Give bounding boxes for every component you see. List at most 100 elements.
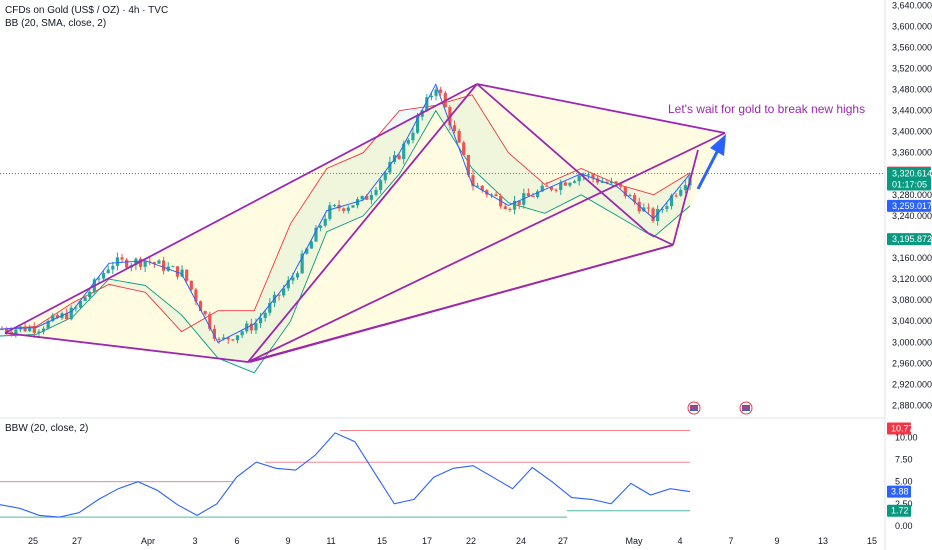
candle-body [609,181,614,184]
price-tag-label: 3,320.614 [892,168,932,178]
candle-body [231,339,235,341]
candle-body [171,266,175,268]
candle-body [577,175,581,182]
candle-body [212,328,217,339]
candle-body [503,206,507,209]
time-axis[interactable]: 25 27 Apr 3 6 9 11 15 17 22 24 27 May 4 7 9 13 15 [28,536,877,546]
bbw-tick-label: 2.50 [895,499,913,509]
price-tick-label: 2,960.000 [892,358,932,368]
candle-body [254,323,258,331]
price-tick-label: 3,360.000 [892,148,932,158]
candle-body [249,323,253,331]
candle-body [660,209,664,211]
candle-body [374,189,378,195]
candle-body [517,200,521,205]
bbw-tick-label: 5.00 [895,477,913,487]
candle-body [194,289,198,302]
bbw-pane[interactable] [0,430,691,518]
pattern-trendline [247,83,478,363]
price-tag-bg [887,233,931,246]
candle-body [425,97,429,111]
bbw-tick-label: 0.00 [895,521,913,531]
candle-body [383,172,387,181]
chart-header: CFDs on Gold (US$ / OZ) · 4h · TVC BB (2… [5,4,168,30]
time-tick-label: 25 [28,536,38,546]
candle-body [429,95,434,98]
candle-body [494,194,498,197]
candle-body [323,218,327,226]
candle-body [175,266,180,277]
candle-body [295,273,300,278]
price-tick-label: 3,400.000 [892,127,932,137]
price-tag-label: 3,195.872 [892,234,932,244]
candle-body [536,191,540,198]
time-tick-label: May [625,536,643,546]
candle-body [346,207,350,211]
candle-body [5,329,9,332]
candle-body [554,189,558,191]
candle-body [203,311,207,315]
pattern-fill-right [250,84,725,362]
candle-body [632,195,637,202]
candle-body [120,257,124,260]
time-tick-label: 13 [818,536,828,546]
candle-body [646,207,651,209]
candle-body [466,154,470,176]
price-tag-label: 3,259.017 [892,201,932,211]
candle-body [526,193,530,197]
pattern-trendline [476,83,649,234]
candle-body [656,209,660,222]
candle-body [0,329,4,331]
bbw-tick-label: 10.00 [895,432,918,442]
candle-body [162,260,166,271]
price-tag-bg [887,167,931,180]
price-tick-label: 3,600.000 [892,21,932,31]
candle-body [679,189,683,196]
candle-body [78,300,83,308]
pattern-fill-left [5,84,477,362]
candle-body [683,185,687,190]
candle-body [263,312,267,319]
candle-body [51,315,55,321]
candle-body [489,194,494,196]
symbol-title[interactable]: CFDs on Gold (US$ / OZ) · 4h · TVC [5,5,169,16]
time-tick-label: 15 [377,536,387,546]
time-tick-label: 17 [422,536,432,546]
us-flag-event-icon[interactable] [687,401,701,415]
price-tick-label: 2,880.000 [892,400,932,410]
time-tick-label: 9 [285,536,290,546]
candle-body [637,201,641,212]
bbw-legend[interactable]: BBW (20, close, 2) [5,423,89,434]
candle-body [379,180,383,190]
candle-body [300,253,304,274]
candle-body [286,280,290,289]
price-axis[interactable]: 3,640.000 3,600.000 3,560.000 3,520.000 3,48… [884,0,932,550]
time-tick-label: 4 [677,536,682,546]
bb-basis-line [0,83,691,343]
candle-body [545,185,549,187]
time-tick-label: Apr [141,536,155,546]
time-tick-label: 15 [867,536,877,546]
candle-body [332,204,337,206]
candle-body [106,269,110,274]
candle-body [480,185,484,191]
bbw-tag-label: 10.77 [891,423,914,433]
candle-body [600,181,604,183]
candle-body [208,314,212,329]
indicator-legend[interactable]: BB (20, SMA, close, 2) [5,18,107,29]
candle-body [291,277,295,281]
candle-body [74,307,78,309]
candle-body [415,116,420,133]
price-pane[interactable] [0,83,885,419]
bbw-line [0,432,691,518]
price-tick-label: 3,000.000 [892,337,932,347]
us-flag-event-icon[interactable] [739,401,753,415]
candle-body [674,195,678,197]
bbw-tag-bg [887,485,911,498]
price-tick-label: 3,480.000 [892,85,932,95]
candle-body [462,142,466,155]
candle-body [531,196,535,198]
candle-body [282,288,286,296]
price-tick-label: 3,040.000 [892,316,932,326]
